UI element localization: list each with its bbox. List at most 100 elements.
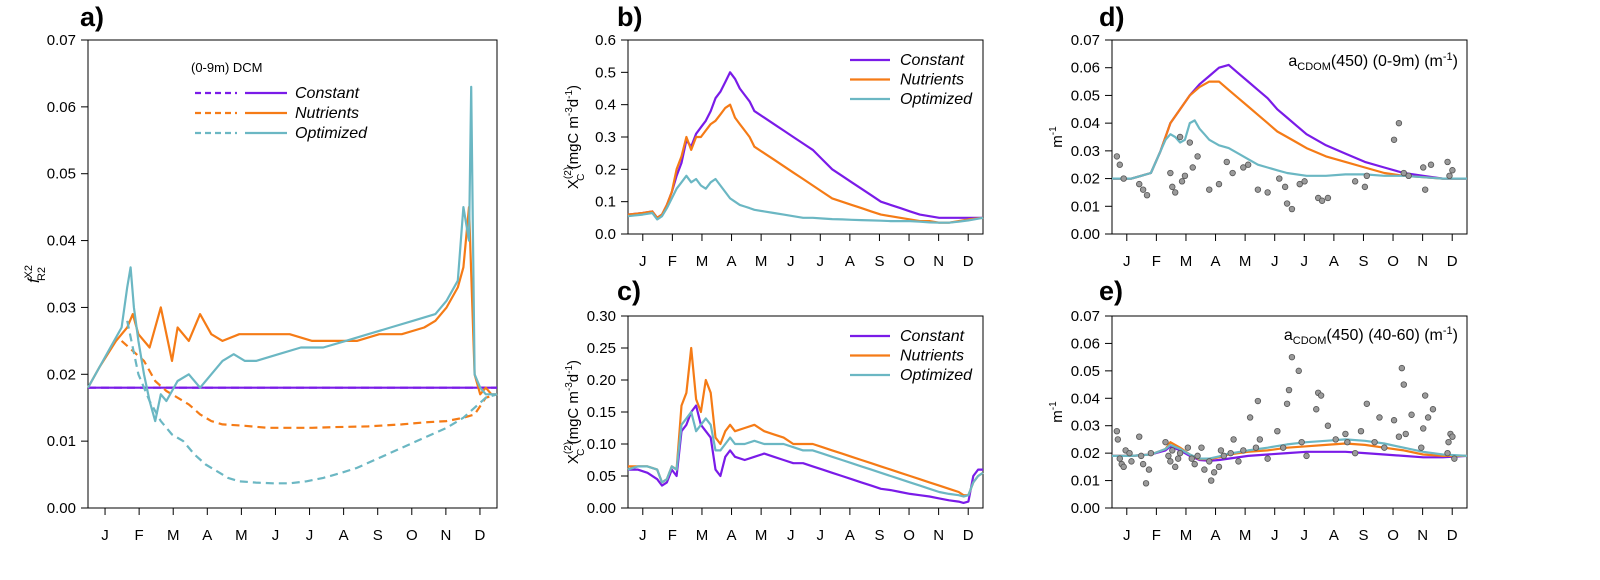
y-tick-label: 0.04 [1071, 115, 1100, 132]
x-tick-label: M [167, 527, 180, 544]
x-tick-label: O [903, 527, 915, 544]
y-tick-label: 0.06 [1071, 60, 1100, 77]
observed-point [1400, 381, 1407, 388]
observed-point [1139, 460, 1147, 468]
x-tick-label: F [135, 527, 144, 544]
plot-frame [627, 39, 984, 235]
observed-point [1201, 466, 1208, 473]
y-tick-label: 0.02 [47, 366, 76, 383]
x-tick-label: M [1180, 253, 1193, 270]
observed-point [1223, 158, 1230, 166]
observed-point [1276, 175, 1283, 182]
x-tick-label: O [903, 253, 915, 270]
observed-point [1363, 172, 1371, 179]
x-tick-label: S [874, 253, 884, 270]
y-tick-label: 0.05 [1071, 87, 1100, 104]
observed-point [1449, 433, 1456, 440]
y-tick-label: 0.15 [587, 404, 616, 421]
observed-point [1252, 444, 1260, 451]
observed-point [1113, 428, 1121, 435]
observed-point [1169, 447, 1176, 454]
panel-letter: d) [1099, 2, 1124, 32]
observed-point [1235, 458, 1242, 465]
observed-point [1176, 449, 1184, 457]
panel-letter: c) [617, 276, 641, 306]
observed-point [1420, 164, 1427, 171]
observed-point [1220, 452, 1228, 460]
y-tick-label: 0.25 [587, 340, 616, 357]
y-tick-label: 0.30 [587, 308, 616, 325]
observed-points [1113, 353, 1458, 487]
panel-d: d) 0.00 0.01 0.02 0.03 0.04 0.05 0.06 0.07 J F M A M J… [1048, 2, 1468, 270]
legend-entry: Optimized [900, 91, 973, 108]
x-tick-label: J [1301, 527, 1309, 544]
observed-point [1285, 386, 1293, 394]
observed-point [1398, 364, 1406, 372]
x-tick-label: F [668, 253, 677, 270]
observed-point [1169, 183, 1176, 191]
observed-point [1418, 444, 1425, 451]
x-tick-label: M [1239, 253, 1252, 270]
observed-point [1244, 161, 1252, 168]
observed-point [1313, 406, 1320, 413]
x-tick-label: J [1271, 527, 1279, 544]
x-tick-label: S [1358, 527, 1368, 544]
series-line-nutrients [628, 346, 984, 497]
observed-point [1395, 119, 1403, 127]
x-tick-label: F [668, 527, 677, 544]
panel-c: c) 0.00 0.05 0.10 0.15 0.20 0.25 0.30 J F M A M J J A S O… [563, 276, 984, 544]
plot-frame [87, 39, 498, 509]
x-tick-label: N [933, 527, 944, 544]
y-tick-label: 0.3 [595, 129, 616, 146]
observed-point [1301, 178, 1308, 185]
x-tick-label: J [306, 527, 314, 544]
observed-point [1361, 183, 1369, 191]
y-tick-label: 0.00 [47, 500, 76, 517]
series-line-optimized [1112, 438, 1468, 460]
y-tick-label: 0.6 [595, 32, 616, 49]
observed-point [1137, 452, 1145, 460]
x-tick-label: J [272, 527, 280, 544]
observed-point [1208, 477, 1215, 484]
observed-point [1303, 452, 1310, 460]
observed-point [1281, 183, 1289, 191]
y-tick-label: 0.02 [1071, 445, 1100, 462]
observed-point [1421, 392, 1429, 399]
x-tick-label: O [1387, 527, 1399, 544]
panel-e: e) 0.00 0.01 0.02 0.03 0.04 0.05 0.06 0.07 J F M A M J… [1048, 276, 1468, 544]
y-tick-label: 0.01 [1071, 198, 1100, 215]
panel-letter: e) [1099, 276, 1123, 306]
observed-point [1191, 460, 1198, 468]
series-line-optimized [1112, 119, 1467, 180]
x-tick-label: N [933, 253, 944, 270]
legend: Constant Nutrients Optimized [850, 52, 973, 108]
observed-point [1165, 452, 1172, 460]
legend: (0-9m) DCM Constant Nutrients Optimized [191, 60, 368, 142]
y-tick-label: 0.01 [47, 433, 76, 450]
observed-point [1274, 428, 1281, 435]
panel-letter: b) [617, 2, 642, 32]
series-line-constant [627, 71, 983, 219]
observed-point [1139, 186, 1147, 193]
observed-point [1342, 430, 1349, 438]
observed-point [1120, 463, 1127, 471]
y-tick-label: 0.07 [1071, 308, 1100, 325]
y-tick-label: 0.0 [595, 226, 616, 243]
y-tick-label: 0.04 [47, 233, 76, 250]
x-tick-label: J [1301, 253, 1309, 270]
observed-point [1229, 169, 1236, 177]
x-tick-label: S [1358, 253, 1368, 270]
x-tick-label: M [1239, 527, 1252, 544]
x-tick-label: A [1211, 527, 1221, 544]
observed-point [1444, 158, 1451, 166]
x-tick-label: S [373, 527, 383, 544]
y-tick-label: 0.2 [595, 161, 616, 178]
legend-entry: Nutrients [900, 348, 964, 365]
y-tick-label: 0.07 [1071, 32, 1100, 49]
observed-point [1246, 414, 1254, 421]
plot-frame [1111, 315, 1468, 509]
observed-point [1254, 397, 1262, 405]
x-tick-label: A [845, 253, 855, 270]
y-tick-label: 0.03 [1071, 143, 1100, 160]
observed-point [1136, 180, 1143, 188]
